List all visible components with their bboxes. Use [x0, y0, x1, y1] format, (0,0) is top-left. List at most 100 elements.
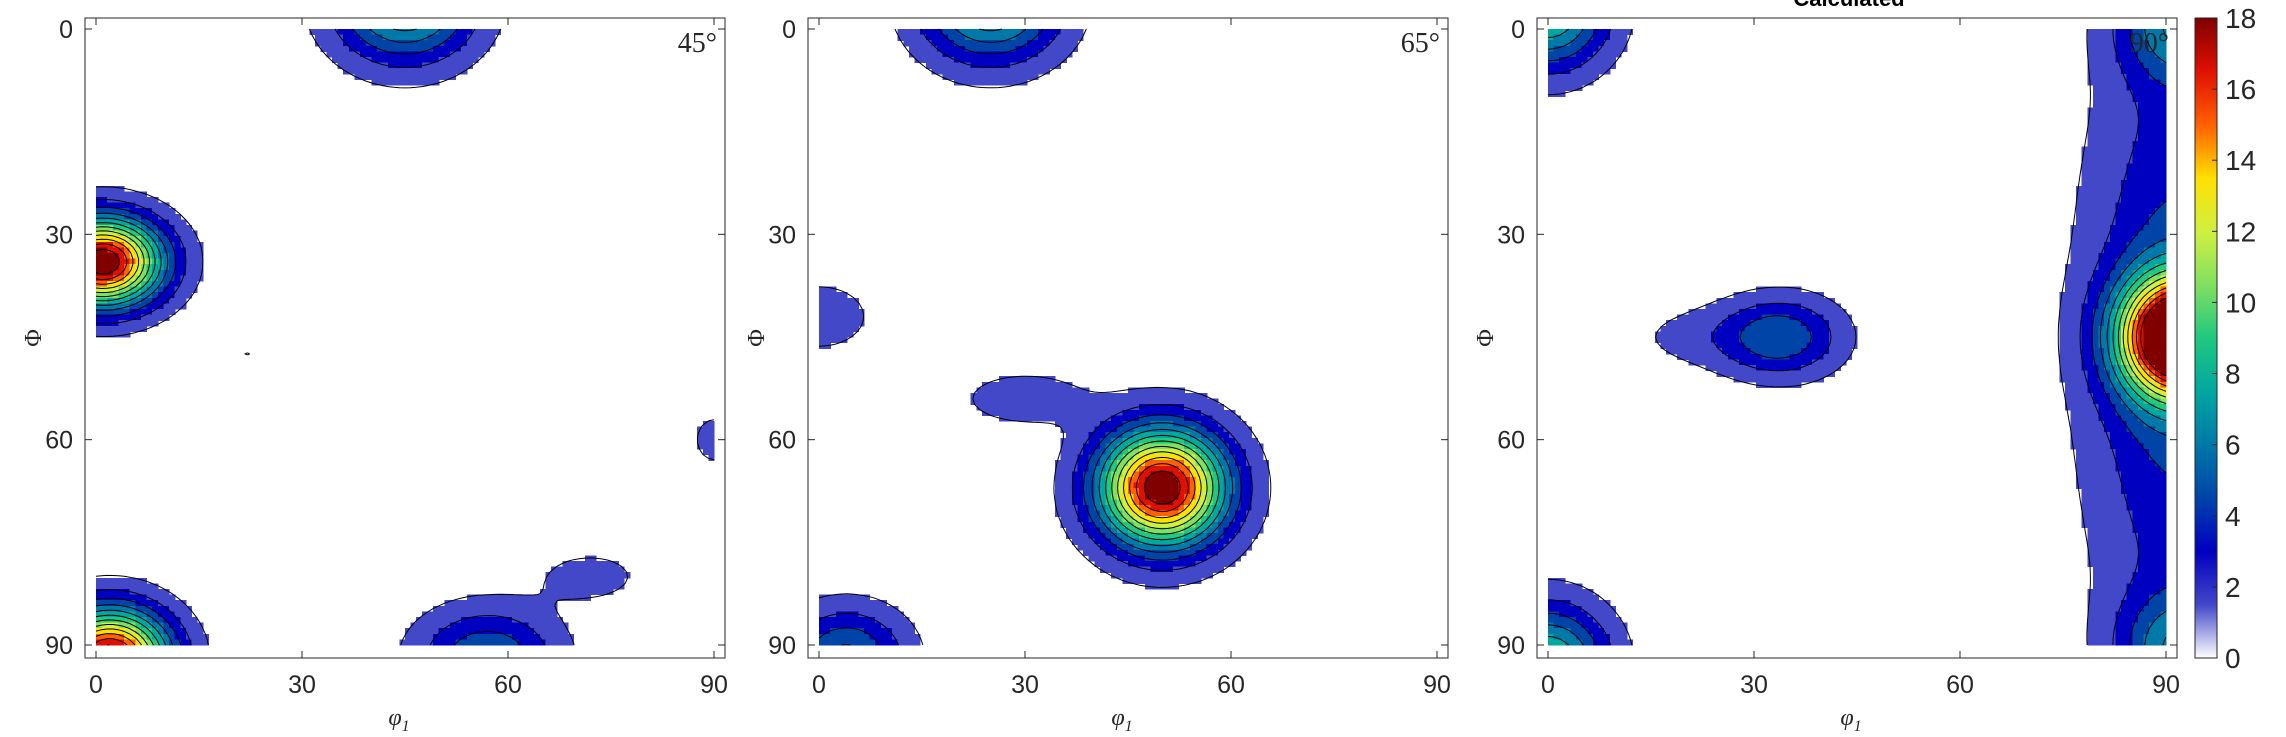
contour-cell	[2137, 51, 2145, 58]
contour-cell	[1240, 527, 1247, 534]
contour-cell	[2126, 247, 2133, 254]
contour-cell	[1576, 73, 1583, 80]
contour-cell	[1088, 443, 1095, 450]
contour-cell	[1133, 538, 1140, 545]
contour-cell	[1144, 415, 1152, 422]
contour-cell	[2081, 202, 2088, 209]
contour-cell	[140, 639, 148, 646]
contour-cell	[2081, 157, 2088, 164]
contour-cell	[2121, 45, 2128, 52]
contour-cell	[2121, 230, 2128, 237]
contour-cell	[444, 617, 451, 624]
contour-cell	[2087, 129, 2094, 136]
contour-cell	[2121, 34, 2128, 41]
contour-cell	[1212, 499, 1219, 506]
contour-cell	[421, 51, 429, 58]
contour-cell	[438, 617, 445, 624]
contour-cell	[601, 589, 608, 596]
contour-cell	[981, 387, 989, 394]
contour-cell	[1116, 477, 1123, 484]
contour-cell	[2132, 393, 2139, 400]
contour-cell	[1015, 381, 1022, 388]
contour-cell	[1195, 493, 1202, 500]
contour-cell	[1139, 521, 1146, 528]
contour-cell	[2109, 286, 2117, 293]
contour-cell	[1677, 342, 1684, 349]
contour-cell	[2149, 68, 2156, 75]
contour-cell	[2115, 253, 2122, 260]
contour-cell	[1189, 533, 1197, 540]
contour-cell	[360, 62, 367, 69]
contour-cell	[1054, 51, 1062, 58]
contour-cell	[1783, 331, 1791, 338]
contour-cell	[2098, 404, 2105, 411]
contour-cell	[2126, 437, 2133, 444]
contour-cell	[449, 40, 457, 47]
contour-cell	[830, 320, 837, 327]
contour-cell	[191, 633, 198, 640]
contour-cell	[185, 628, 193, 635]
contour-cell	[129, 286, 136, 293]
contour-cell	[2132, 118, 2139, 125]
contour-cell	[1716, 320, 1723, 327]
contour-cell	[1834, 359, 1841, 366]
contour-cell	[2132, 365, 2139, 372]
contour-cell	[1688, 348, 1695, 355]
contour-cell	[1845, 331, 1852, 338]
contour-cell	[2143, 337, 2150, 344]
contour-cell	[841, 337, 848, 344]
contour-cell	[2087, 269, 2094, 276]
contour-cell	[2154, 393, 2161, 400]
contour-cell	[573, 572, 580, 579]
contour-cell	[965, 51, 972, 58]
contour-cell	[2092, 320, 2100, 327]
contour-cell	[2121, 236, 2128, 243]
contour-cell	[948, 57, 955, 64]
contour-cell	[163, 258, 170, 265]
contour-cell	[1845, 337, 1852, 344]
contour-cell	[2104, 320, 2111, 327]
contour-line	[818, 28, 1272, 646]
contour-cell	[489, 34, 496, 41]
contour-cell	[1716, 314, 1723, 321]
contour-cell	[2132, 505, 2139, 512]
contour-cell	[135, 213, 142, 220]
contour-cell	[1083, 404, 1090, 411]
contour-cell	[2154, 96, 2161, 103]
contour-cell	[596, 572, 603, 579]
contour-cell	[101, 633, 108, 640]
contour-cell	[449, 628, 457, 635]
contour-cell	[1184, 409, 1191, 416]
contour-cell	[830, 622, 837, 629]
contour-cell	[1060, 510, 1067, 517]
contour-cell	[2132, 85, 2139, 92]
contour-cell	[2143, 152, 2150, 159]
contour-cell	[112, 622, 120, 629]
contour-cell	[1234, 493, 1241, 500]
contour-cell	[875, 633, 882, 640]
contour-cell	[819, 617, 826, 624]
contour-cell	[1251, 527, 1258, 534]
contour-cell	[1184, 432, 1191, 439]
contour-cell	[185, 236, 193, 243]
contour-cell	[1060, 404, 1067, 411]
contour-cell	[174, 225, 181, 232]
contour-cell	[157, 286, 165, 293]
contour-cell	[1060, 449, 1067, 456]
contour-cell	[416, 628, 423, 635]
contour-cell	[163, 213, 170, 220]
contour-cell	[180, 253, 187, 260]
contour-cell	[1122, 566, 1129, 573]
contour-cell	[1234, 471, 1241, 478]
contour-cell	[2115, 124, 2122, 131]
contour-cell	[1806, 348, 1813, 355]
contour-cell	[124, 320, 131, 327]
contour-cell	[2115, 437, 2122, 444]
contour-cell	[416, 51, 423, 58]
contour-cell	[1099, 488, 1107, 495]
contour-cell	[1128, 421, 1135, 428]
contour-cell	[1772, 376, 1779, 383]
contour-cell	[824, 617, 831, 624]
contour-cell	[2092, 432, 2100, 439]
contour-cell	[1744, 303, 1751, 310]
